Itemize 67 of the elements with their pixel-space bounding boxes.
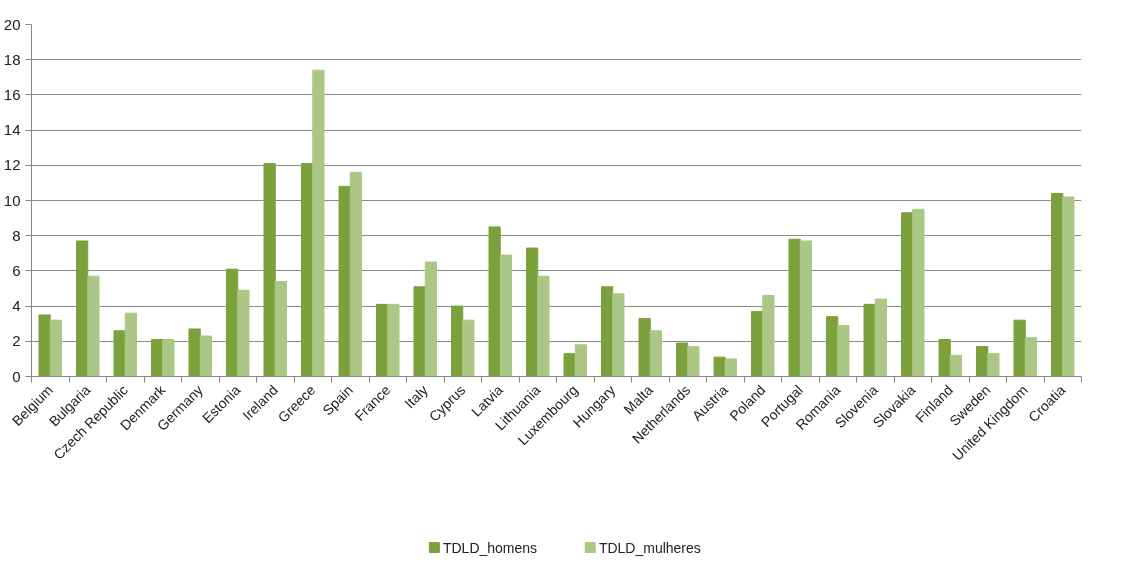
bar xyxy=(863,303,876,377)
bar xyxy=(938,339,951,377)
bar xyxy=(387,303,400,377)
bar xyxy=(874,298,887,377)
bar xyxy=(451,305,464,377)
bar xyxy=(526,247,539,377)
bar xyxy=(912,208,925,377)
bar xyxy=(676,342,689,377)
bar xyxy=(949,354,962,377)
bar xyxy=(826,316,839,377)
x-tick-label: Italy xyxy=(401,381,431,412)
bar xyxy=(612,293,625,377)
bar xyxy=(713,356,726,377)
bar xyxy=(901,212,914,377)
bar xyxy=(601,286,614,377)
bar xyxy=(87,275,100,377)
bar xyxy=(1062,196,1075,377)
bar xyxy=(1051,192,1064,377)
legend-label: TDLD_homens xyxy=(442,539,538,556)
legend-label: TDLD_mulheres xyxy=(598,539,701,556)
bar xyxy=(563,353,576,377)
bar xyxy=(188,328,201,377)
bar xyxy=(976,346,989,377)
bar xyxy=(799,240,812,377)
bar xyxy=(349,171,362,377)
bar xyxy=(76,240,89,377)
bar xyxy=(162,339,175,377)
bar xyxy=(424,261,437,377)
bar xyxy=(537,275,550,377)
bar xyxy=(762,295,775,377)
bar xyxy=(338,185,351,377)
bar xyxy=(788,238,801,377)
bar xyxy=(1024,337,1037,377)
bar xyxy=(124,312,137,377)
bar xyxy=(312,69,325,377)
bar xyxy=(1013,319,1026,377)
bar xyxy=(488,226,501,377)
y-tick-label: 16 xyxy=(3,85,21,103)
bar xyxy=(113,330,126,377)
y-tick-label: 12 xyxy=(3,156,21,174)
bar xyxy=(263,163,276,377)
bar xyxy=(49,319,62,377)
bar xyxy=(687,346,700,377)
y-tick-label: 0 xyxy=(12,367,21,385)
y-tick-label: 8 xyxy=(12,226,21,244)
y-tick-label: 4 xyxy=(12,297,21,315)
bar xyxy=(837,324,850,377)
y-tick-label: 10 xyxy=(3,191,21,209)
bar xyxy=(499,254,512,377)
bar xyxy=(462,319,475,377)
y-tick-label: 14 xyxy=(3,121,21,139)
y-tick-label: 20 xyxy=(3,15,21,33)
y-tick-label: 18 xyxy=(3,50,21,68)
bar xyxy=(226,268,239,377)
bar xyxy=(301,163,314,377)
bar xyxy=(649,330,662,377)
bar xyxy=(413,286,426,377)
bar xyxy=(724,358,737,377)
bar xyxy=(38,314,51,377)
y-tick-label: 6 xyxy=(12,261,21,279)
y-tick-label: 2 xyxy=(12,332,21,350)
bar xyxy=(574,344,587,377)
bar xyxy=(199,335,212,377)
bar xyxy=(638,317,651,377)
bar xyxy=(274,280,287,377)
bar xyxy=(237,289,250,377)
bar xyxy=(987,353,1000,377)
